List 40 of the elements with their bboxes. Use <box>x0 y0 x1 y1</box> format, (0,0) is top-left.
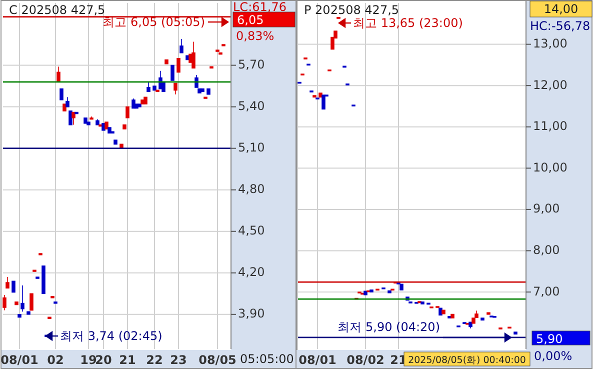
x-tick-label: 08/01 <box>298 353 336 367</box>
text: 6,05 <box>237 13 264 27</box>
y-tick-label: 8,00 <box>533 243 560 258</box>
annotation: 최고 13,65 (23:00) <box>353 16 463 30</box>
x-tick-label: 08/02 <box>346 353 384 367</box>
text: 0,00% <box>534 349 572 363</box>
annotation: 최고 6,05 (05:05) <box>102 15 205 29</box>
x-tick-label: 02 <box>47 353 64 367</box>
text: LC:61,76 <box>233 0 286 14</box>
text: HC:-56,78 <box>530 19 590 33</box>
x-tick-label: 08/01 <box>0 353 38 367</box>
text: 0,83% <box>236 29 274 43</box>
y-tick-label: 9,00 <box>533 202 560 216</box>
x-tick-label: 21 <box>390 353 407 367</box>
y-tick-label: 7,00 <box>533 284 560 298</box>
text: 5,90 <box>536 332 563 346</box>
y-tick-label: 13,00 <box>533 36 568 51</box>
y-tick-label: 10,00 <box>533 160 568 174</box>
x-tick-label: 23 <box>170 353 187 367</box>
chart-title: P 202508 427,5 <box>304 3 400 17</box>
text: 05:05:00 <box>240 352 294 366</box>
x-tick-label: 20 <box>95 353 112 367</box>
y-tick-label: 5,70 <box>238 58 265 72</box>
text: 14,00 <box>544 2 578 16</box>
y-tick-label: 11,00 <box>533 119 568 134</box>
y-tick-label: 4,50 <box>238 224 265 238</box>
y-tick-label: 4,20 <box>238 265 265 280</box>
y-tick-label: 5,40 <box>238 99 265 114</box>
text: 2025/08/05(화) 00:40:00 <box>408 355 526 366</box>
chart-title: C 202508 427,5 <box>9 3 106 17</box>
y-tick-label: 4,80 <box>238 182 265 196</box>
x-tick-label: 19 <box>80 353 97 367</box>
y-tick-label: 12,00 <box>533 78 568 92</box>
x-tick-label: 08/05 <box>198 353 236 367</box>
annotation: 최저 3,74 (02:45) <box>60 329 162 343</box>
y-tick-label: 5,10 <box>238 140 265 155</box>
annotation: 최저 5,90 (04:20) <box>338 320 440 334</box>
x-tick-label: 22 <box>146 353 163 367</box>
x-tick-label: 21 <box>119 353 136 367</box>
y-tick-label: 3,90 <box>238 306 265 321</box>
